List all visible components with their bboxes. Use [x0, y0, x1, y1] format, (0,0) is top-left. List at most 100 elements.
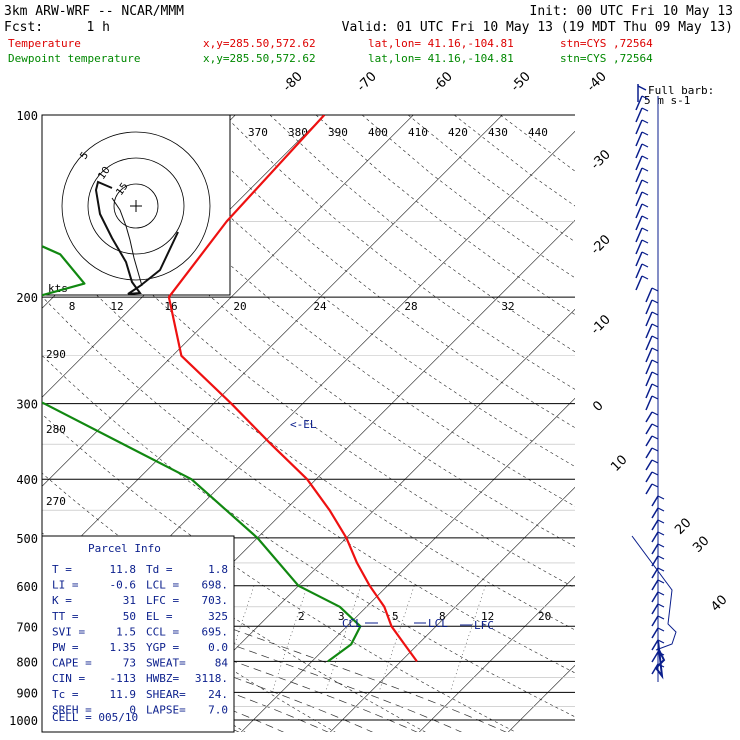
dry-adiabat [361, 115, 575, 279]
theta-label: 410 [408, 126, 428, 139]
param-name: CAPE = [52, 657, 92, 670]
mixing-ratio-label: 20 [538, 610, 551, 623]
wind-barb-flag [641, 227, 649, 232]
wind-barb [645, 395, 653, 411]
wind-barb-flag [651, 359, 659, 364]
isotherm-label: -60 [430, 69, 456, 95]
el-label: <-EL [290, 418, 317, 431]
theta-label: 370 [248, 126, 268, 139]
hodograph-x-label: 20 [233, 300, 246, 313]
wind-barb-flag [651, 383, 659, 388]
param-value: 24. [208, 688, 228, 701]
mixing-ratio-line [325, 585, 362, 693]
pressure-labels: 100 200 300 400 500 600 700 800 900 1000 [9, 109, 38, 728]
wind-barb [651, 615, 659, 627]
wind-barb-flag [641, 119, 649, 124]
wind-barb [635, 275, 643, 291]
theta-label: 400 [368, 126, 388, 139]
wind-barb [645, 383, 653, 399]
theta-label: 390 [328, 126, 348, 139]
wind-barb [645, 471, 653, 483]
mixing-ratio-line [378, 585, 415, 693]
param-value: 11.8 [110, 563, 137, 576]
wind-barb-cluster [654, 639, 666, 680]
wind-barb [635, 95, 643, 111]
param-name: TT = [52, 610, 79, 623]
wind-barb [635, 227, 643, 243]
param-value: 1.8 [208, 563, 228, 576]
isotherm-line [418, 575, 575, 732]
param-name: K = [52, 594, 72, 607]
param-value: 0 [129, 703, 136, 716]
param-name: EL = [146, 610, 173, 623]
wind-barb-flag [641, 131, 649, 136]
isotherm-label: -70 [354, 69, 380, 95]
wind-barb-flag [651, 471, 659, 476]
wind-barb [651, 519, 659, 531]
wind-barb [651, 507, 659, 519]
param-name: PW = [52, 641, 79, 654]
dry-adiabat [42, 472, 426, 732]
wind-barb [645, 411, 653, 423]
wind-barb [635, 131, 643, 147]
wind-barb-flag [651, 423, 659, 428]
wind-barb-flag [641, 155, 649, 160]
parcel-info-panel: Parcel Info T = 11.8 Td = 1.8 LI = -0.6 LCL = 6… [41, 535, 235, 733]
param-value: 325 [208, 610, 228, 623]
wind-barb [635, 155, 643, 171]
wind-barb-flag [651, 299, 659, 304]
hodograph-x-label: 32 [501, 300, 514, 313]
sounding-traces [42, 115, 418, 663]
hodograph-ring [61, 131, 211, 281]
wind-barb [651, 651, 659, 663]
param-name: LFC = [146, 594, 179, 607]
wind-barb-flag [641, 95, 649, 100]
theta-label: 420 [448, 126, 468, 139]
dry-adiabat [500, 115, 575, 172]
isotherm-label: 30 [690, 534, 712, 556]
hodograph-x-label: 24 [313, 300, 327, 313]
lfc-label: LFC [474, 619, 494, 632]
barb-legend-unit: 5 m s-1 [644, 94, 690, 107]
init-time: Init: 00 UTC Fri 10 May 13 [530, 4, 734, 19]
wind-barb [651, 627, 659, 639]
wind-barb [635, 119, 643, 135]
param-name: YGP = [146, 641, 179, 654]
theta-side-label: 280 [46, 423, 66, 436]
dry-adiabat [42, 236, 575, 631]
param-name: T = [52, 563, 72, 576]
wind-barb-flag [657, 615, 665, 620]
wind-barb-flag [651, 347, 659, 352]
dry-adiabat [42, 354, 575, 718]
lcl-label: LCL [428, 617, 448, 630]
wind-barb [645, 371, 653, 387]
wind-barb [651, 543, 659, 555]
wind-barb-flag [657, 567, 665, 572]
wind-barb [651, 591, 659, 603]
dew-legend-stn: stn=CYS ,72564 [560, 52, 653, 65]
theta-label: 430 [488, 126, 508, 139]
valid-time: Valid: 01 UTC Fri 10 May 13 (19 MDT Thu … [342, 20, 733, 35]
isotherm-label: 0 [590, 398, 606, 414]
wind-barb-flag [657, 603, 665, 608]
isotherm-line [329, 486, 575, 732]
wind-barb-flag [641, 263, 649, 268]
pressure-label: 100 [16, 109, 38, 123]
hodograph-trace [94, 180, 179, 295]
mixing-ratio-label: 12 [481, 610, 494, 623]
hodograph-ring [87, 157, 185, 255]
param-name: CCL = [146, 625, 179, 638]
dry-adiabat [315, 115, 575, 315]
param-value: 698. [202, 579, 229, 592]
wind-barb [635, 143, 643, 159]
barb-legend-icon [637, 84, 647, 102]
param-name: Td = [146, 563, 173, 576]
wind-barb [645, 347, 653, 363]
wind-barb-flag [641, 143, 649, 148]
wind-barb [635, 215, 643, 231]
wind-barb-flag [657, 591, 665, 596]
wind-barb-flag [657, 531, 665, 536]
isotherm-label: -20 [588, 232, 614, 258]
fcst-value: 1 h [87, 20, 110, 35]
